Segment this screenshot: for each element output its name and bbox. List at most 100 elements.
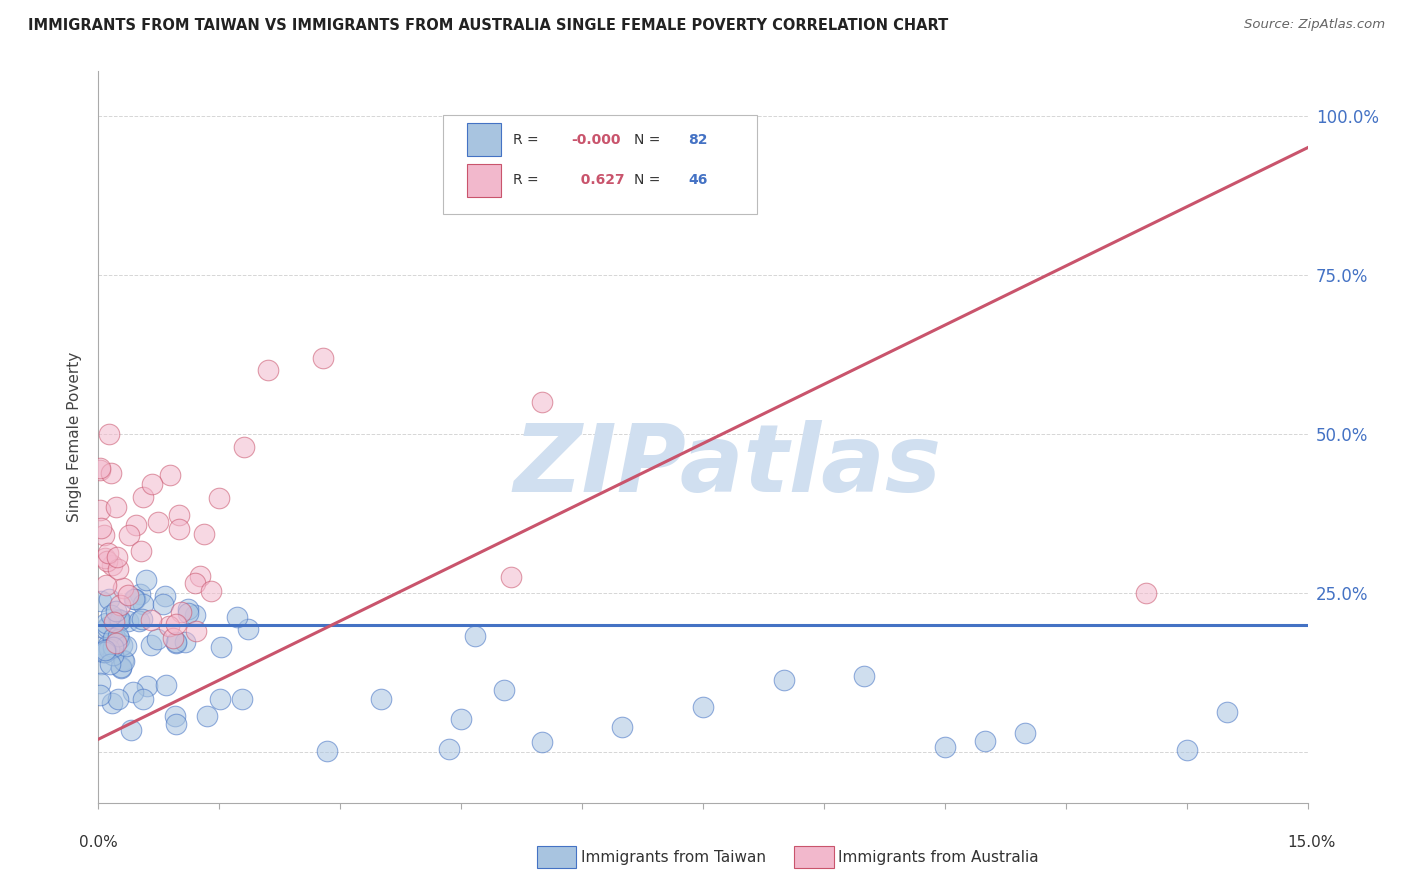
Point xyxy=(184,624,207,638)
Point xyxy=(146,632,169,646)
Point xyxy=(112,581,135,595)
Point xyxy=(107,612,129,626)
Point xyxy=(107,614,129,628)
Point xyxy=(91,645,114,659)
Point xyxy=(934,740,956,755)
Point xyxy=(110,598,132,612)
Point xyxy=(692,699,714,714)
Point xyxy=(1216,705,1239,719)
Point xyxy=(193,526,215,541)
Point xyxy=(118,528,141,542)
Point xyxy=(89,688,111,702)
Point xyxy=(772,673,794,687)
Point xyxy=(107,562,129,576)
Point xyxy=(103,631,125,645)
Point xyxy=(211,640,233,655)
Point xyxy=(96,620,118,634)
Text: Immigrants from Taiwan: Immigrants from Taiwan xyxy=(581,850,766,864)
Point xyxy=(152,598,174,612)
Point xyxy=(312,351,335,365)
Point xyxy=(165,636,187,650)
Point xyxy=(173,635,195,649)
Point xyxy=(1135,586,1157,600)
Y-axis label: Single Female Poverty: Single Female Poverty xyxy=(67,352,83,522)
Text: Source: ZipAtlas.com: Source: ZipAtlas.com xyxy=(1244,18,1385,31)
Point xyxy=(128,587,150,601)
Point xyxy=(122,591,145,606)
FancyBboxPatch shape xyxy=(467,164,501,196)
Text: 82: 82 xyxy=(689,133,709,147)
Point xyxy=(226,610,249,624)
Point xyxy=(1014,726,1036,740)
Point xyxy=(105,636,128,650)
Point xyxy=(165,616,187,631)
Point xyxy=(184,575,207,590)
Point xyxy=(97,426,120,441)
Point xyxy=(177,601,200,615)
Text: 15.0%: 15.0% xyxy=(1288,836,1336,850)
Point xyxy=(132,692,155,706)
Text: 46: 46 xyxy=(689,173,707,187)
Point xyxy=(170,605,193,619)
Point xyxy=(236,622,259,636)
Point xyxy=(105,500,128,514)
Point xyxy=(139,638,162,652)
Point xyxy=(90,521,112,535)
Point xyxy=(104,604,127,618)
Point xyxy=(129,544,152,558)
Text: N =: N = xyxy=(634,133,665,147)
Point xyxy=(107,691,129,706)
Point xyxy=(125,517,148,532)
Point xyxy=(165,635,187,649)
Point xyxy=(98,592,121,607)
Point xyxy=(853,669,876,683)
Point xyxy=(135,573,157,587)
Point xyxy=(105,632,128,647)
Point xyxy=(165,717,187,731)
Point xyxy=(94,616,117,631)
Point xyxy=(94,643,117,657)
Point xyxy=(117,588,139,602)
Point xyxy=(89,502,111,516)
Point xyxy=(155,678,177,692)
Point xyxy=(112,653,135,667)
Point xyxy=(132,598,155,612)
Point xyxy=(159,467,181,482)
Point xyxy=(103,628,125,642)
Point xyxy=(112,654,135,668)
Point xyxy=(103,640,125,654)
Point xyxy=(96,622,118,636)
Point xyxy=(122,684,145,698)
Point xyxy=(492,683,515,698)
Point xyxy=(98,657,121,671)
Point xyxy=(100,467,122,481)
Point xyxy=(167,522,190,536)
Point xyxy=(439,741,461,756)
Point xyxy=(146,515,169,529)
Point xyxy=(90,657,112,672)
Point xyxy=(90,640,112,654)
Point xyxy=(139,613,162,627)
Point xyxy=(96,554,118,568)
Text: ZIPatlas: ZIPatlas xyxy=(513,420,941,512)
Point xyxy=(89,463,111,477)
Point xyxy=(184,607,207,622)
Point xyxy=(153,589,176,603)
Point xyxy=(136,679,159,693)
Point xyxy=(128,614,150,628)
Point xyxy=(464,628,486,642)
Point xyxy=(94,551,117,566)
Point xyxy=(233,440,256,454)
Text: 0.627: 0.627 xyxy=(571,173,624,187)
Text: -0.000: -0.000 xyxy=(571,133,620,147)
Point xyxy=(93,528,115,542)
Point xyxy=(195,708,218,723)
Point xyxy=(97,638,120,652)
Text: IMMIGRANTS FROM TAIWAN VS IMMIGRANTS FROM AUSTRALIA SINGLE FEMALE POVERTY CORREL: IMMIGRANTS FROM TAIWAN VS IMMIGRANTS FRO… xyxy=(28,18,949,33)
Point xyxy=(90,594,112,608)
Point xyxy=(110,661,132,675)
Point xyxy=(315,744,337,758)
Point xyxy=(169,508,191,523)
Text: Immigrants from Australia: Immigrants from Australia xyxy=(838,850,1039,864)
Point xyxy=(103,615,125,629)
